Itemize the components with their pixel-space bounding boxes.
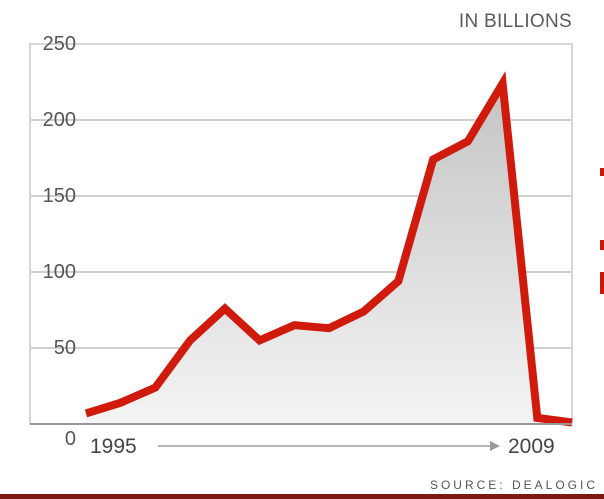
series-area [86,83,572,424]
series-line [84,71,573,427]
x-label-start: 1995 [90,435,137,458]
page-edge-fragment [0,494,604,499]
page-edge-fragment [600,272,604,294]
y-tick-label: 50 [54,337,76,359]
y-tick-label: 150 [43,185,76,207]
source-label: SOURCE: DEALOGIC [430,478,598,492]
unit-label: IN BILLIONS [459,11,572,32]
x-axis-arrow-head [490,441,500,451]
y-tick-label: 100 [43,261,76,283]
y-tick-labels: 0 50 100 150 200 250 [43,33,76,450]
y-tick-label: 200 [43,109,76,131]
y-tick-label: 250 [43,33,76,55]
y-tick-label: 0 [65,428,76,450]
page-edge-fragment [600,168,604,176]
page-edge-fragment [600,240,604,250]
x-label-end: 2009 [508,435,555,458]
